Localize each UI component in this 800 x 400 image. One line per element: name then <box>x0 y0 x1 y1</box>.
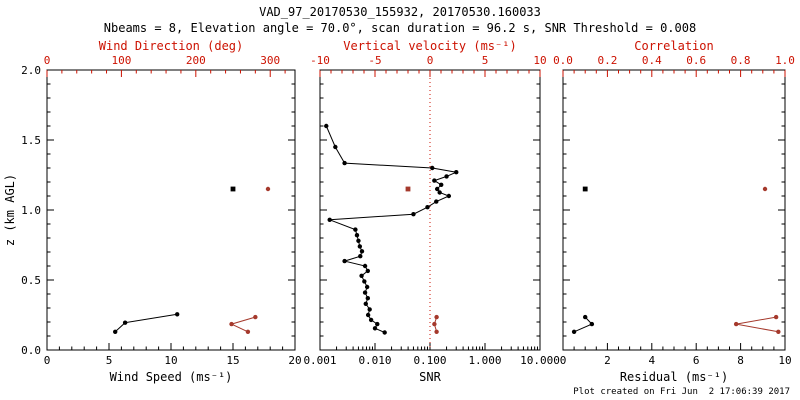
svg-text:300: 300 <box>260 54 280 67</box>
series-wind-speed-profile <box>113 312 180 334</box>
svg-text:0: 0 <box>560 354 567 367</box>
svg-text:2: 2 <box>604 354 611 367</box>
svg-text:15: 15 <box>226 354 239 367</box>
plot-title: VAD_97_20170530_155932, 20170530.160033 <box>259 5 541 19</box>
svg-text:1.0: 1.0 <box>775 54 795 67</box>
series-wind-direction-profile <box>229 314 258 334</box>
svg-text:0.2: 0.2 <box>597 54 617 67</box>
series-wind-direction-cloud-level <box>265 186 271 192</box>
svg-text:200: 200 <box>186 54 206 67</box>
svg-text:0: 0 <box>44 354 51 367</box>
svg-text:Residual (ms⁻¹): Residual (ms⁻¹) <box>620 370 728 384</box>
svg-text:2.0: 2.0 <box>21 64 41 77</box>
svg-text:10: 10 <box>533 54 546 67</box>
svg-text:5: 5 <box>106 354 113 367</box>
svg-text:Wind Speed (ms⁻¹): Wind Speed (ms⁻¹) <box>110 370 233 384</box>
panel-wind-speed-direction: 0 5 10 15 20 Wind Speed (ms⁻¹) 0 100 200 300 Wind … <box>21 39 302 384</box>
svg-text:SNR: SNR <box>419 370 441 384</box>
series-snr-profile <box>324 123 459 335</box>
series-vertical-velocity-cloud-level <box>405 186 411 192</box>
panel-residual-correlation: 0 2 4 6 8 10 Residual (ms⁻¹) 0.0 0.2 0.4 0.6 0.8 1.0… <box>553 39 795 384</box>
svg-text:Vertical velocity (ms⁻¹): Vertical velocity (ms⁻¹) <box>343 39 516 53</box>
panel-snr-vertical-velocity: 0.001 0.010 0.100 1.000 10.000 SNR -10 -5 0 5 10 Ve… <box>303 39 559 384</box>
svg-text:0.6: 0.6 <box>686 54 706 67</box>
svg-text:-5: -5 <box>368 54 381 67</box>
svg-text:6: 6 <box>693 354 700 367</box>
svg-text:10: 10 <box>164 354 177 367</box>
series-residual-profile <box>571 314 595 334</box>
series-vertical-velocity-profile <box>432 314 439 334</box>
svg-text:10: 10 <box>778 354 791 367</box>
svg-text:0.0: 0.0 <box>21 344 41 357</box>
y-axis-title: z (km AGL) <box>3 174 17 246</box>
series-residual-cloud-level <box>582 186 588 192</box>
svg-text:1.000: 1.000 <box>468 354 501 367</box>
svg-text:0.001: 0.001 <box>303 354 336 367</box>
svg-text:8: 8 <box>737 354 744 367</box>
svg-text:1.0: 1.0 <box>21 204 41 217</box>
svg-text:20: 20 <box>288 354 301 367</box>
svg-text:0.010: 0.010 <box>358 354 391 367</box>
svg-text:0: 0 <box>427 54 434 67</box>
svg-text:0: 0 <box>44 54 51 67</box>
svg-text:0.0: 0.0 <box>553 54 573 67</box>
svg-text:0.4: 0.4 <box>642 54 662 67</box>
svg-text:Wind Direction (deg): Wind Direction (deg) <box>99 39 244 53</box>
svg-text:100: 100 <box>111 54 131 67</box>
series-correlation-cloud-level <box>762 186 768 192</box>
series-correlation-profile <box>733 314 781 334</box>
svg-text:0.8: 0.8 <box>731 54 751 67</box>
svg-text:0.100: 0.100 <box>413 354 446 367</box>
svg-text:4: 4 <box>648 354 655 367</box>
svg-text:1.5: 1.5 <box>21 134 41 147</box>
series-wind-speed-cloud-level <box>230 186 236 192</box>
svg-text:5: 5 <box>482 54 489 67</box>
plot-created-timestamp: Plot created on Fri Jun 2 17:06:39 2017 <box>573 387 790 397</box>
svg-text:Correlation: Correlation <box>634 39 713 53</box>
svg-text:0.5: 0.5 <box>21 274 41 287</box>
svg-text:10.000: 10.000 <box>520 354 560 367</box>
plot-subtitle: Nbeams = 8, Elevation angle = 70.0°, sca… <box>103 21 697 35</box>
svg-text:-10: -10 <box>310 54 330 67</box>
